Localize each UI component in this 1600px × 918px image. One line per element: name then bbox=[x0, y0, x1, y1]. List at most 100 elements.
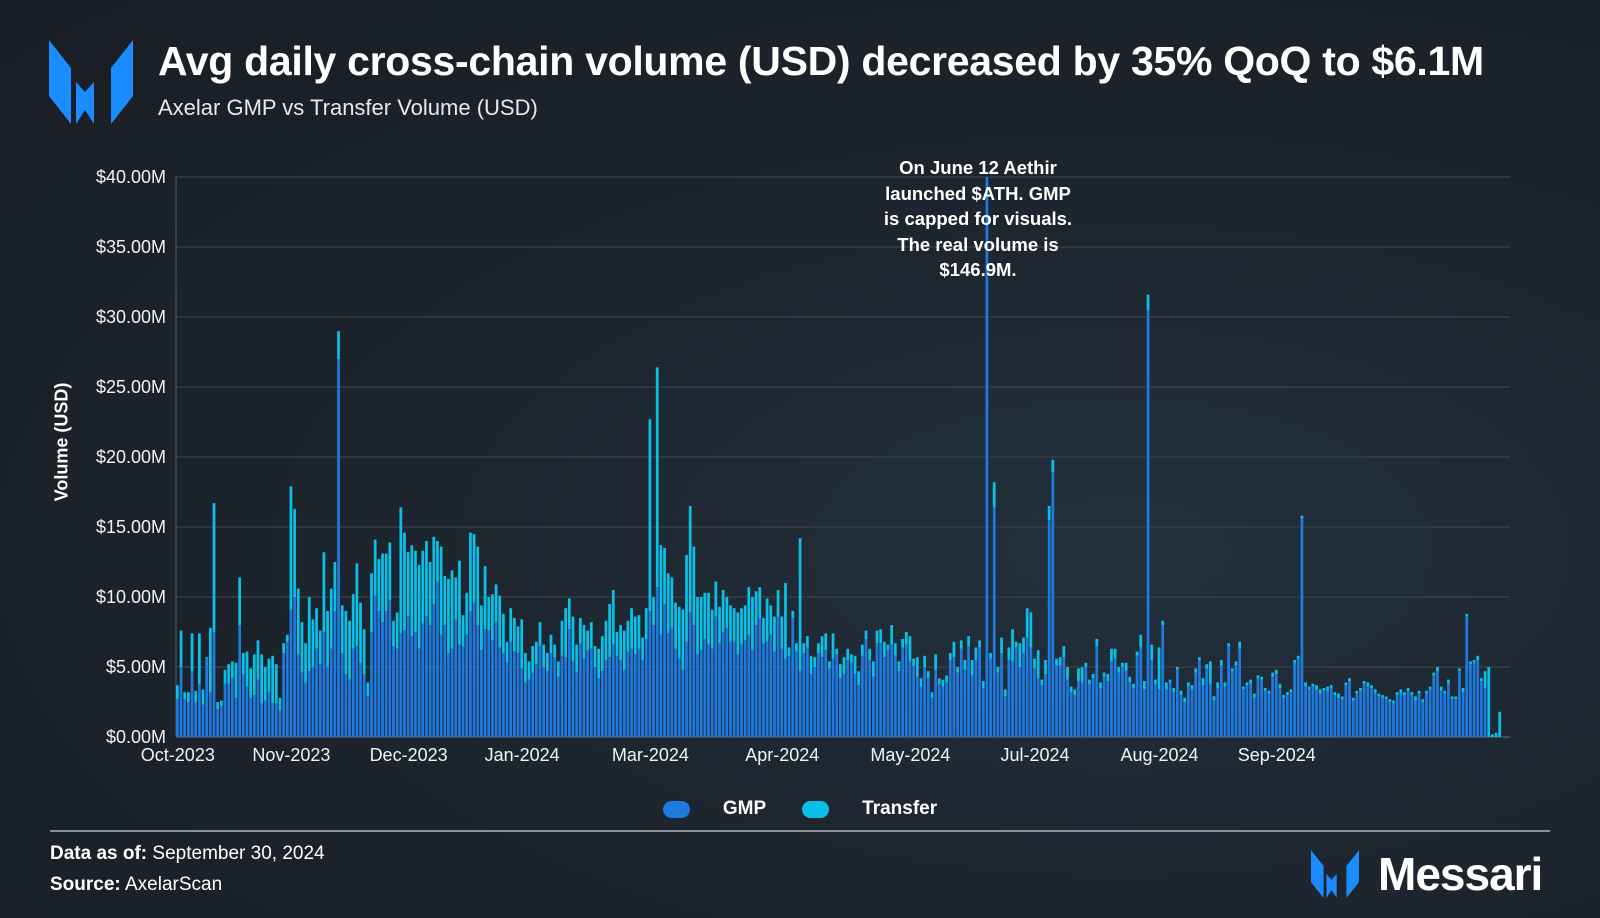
bar-gmp[interactable] bbox=[1073, 695, 1077, 737]
bar-transfer[interactable] bbox=[1014, 641, 1018, 648]
bar-transfer[interactable] bbox=[1135, 651, 1139, 656]
bar-transfer[interactable] bbox=[1000, 637, 1003, 653]
bar-transfer[interactable] bbox=[1179, 690, 1183, 695]
bar-transfer[interactable] bbox=[773, 616, 776, 652]
bar-transfer[interactable] bbox=[1348, 678, 1351, 681]
bar-transfer[interactable] bbox=[1223, 682, 1227, 687]
bar-transfer[interactable] bbox=[813, 657, 817, 667]
bar-gmp[interactable] bbox=[370, 632, 373, 737]
bar-transfer[interactable] bbox=[1143, 681, 1146, 690]
bar-transfer[interactable] bbox=[1351, 697, 1355, 701]
bar-gmp[interactable] bbox=[472, 602, 476, 737]
bar-gmp[interactable] bbox=[1322, 690, 1326, 737]
bar-gmp[interactable] bbox=[1062, 657, 1066, 737]
bar-transfer[interactable] bbox=[1315, 685, 1318, 690]
bar-transfer[interactable] bbox=[853, 655, 857, 674]
bar-gmp[interactable] bbox=[1000, 653, 1003, 737]
bar-gmp[interactable] bbox=[795, 651, 798, 737]
bar-gmp[interactable] bbox=[256, 679, 260, 737]
bar-transfer[interactable] bbox=[1186, 682, 1190, 687]
bar-gmp[interactable] bbox=[553, 657, 557, 737]
bar-gmp[interactable] bbox=[307, 671, 311, 737]
bar-transfer[interactable] bbox=[447, 578, 450, 653]
bar-gmp[interactable] bbox=[1476, 660, 1480, 737]
bar-gmp[interactable] bbox=[1417, 693, 1421, 737]
bar-gmp[interactable] bbox=[831, 658, 835, 737]
bar-transfer[interactable] bbox=[1285, 692, 1289, 695]
bar-gmp[interactable] bbox=[1190, 689, 1194, 737]
bar-transfer[interactable] bbox=[1274, 669, 1278, 674]
bar-transfer[interactable] bbox=[611, 590, 615, 645]
bar-transfer[interactable] bbox=[1069, 686, 1073, 693]
bar-transfer[interactable] bbox=[1033, 658, 1036, 669]
bar-transfer[interactable] bbox=[439, 546, 443, 635]
bar-transfer[interactable] bbox=[1051, 459, 1055, 473]
bar-gmp[interactable] bbox=[1326, 690, 1329, 737]
bar-gmp[interactable] bbox=[1252, 697, 1256, 737]
bar-transfer[interactable] bbox=[1366, 682, 1370, 687]
bar-transfer[interactable] bbox=[311, 619, 315, 667]
bar-transfer[interactable] bbox=[186, 692, 190, 702]
bar-transfer[interactable] bbox=[989, 653, 992, 659]
bar-gmp[interactable] bbox=[1421, 702, 1425, 737]
bar-transfer[interactable] bbox=[1249, 679, 1253, 684]
bar-gmp[interactable] bbox=[1282, 697, 1285, 737]
bar-transfer[interactable] bbox=[820, 636, 824, 658]
bar-transfer[interactable] bbox=[780, 616, 784, 649]
bar-gmp[interactable] bbox=[194, 702, 198, 737]
bar-gmp[interactable] bbox=[534, 664, 538, 737]
bar-gmp[interactable] bbox=[1406, 690, 1410, 737]
bar-transfer[interactable] bbox=[271, 655, 274, 704]
bar-transfer[interactable] bbox=[388, 542, 392, 600]
bar-gmp[interactable] bbox=[274, 703, 278, 737]
bar-transfer[interactable] bbox=[996, 667, 1000, 673]
bar-transfer[interactable] bbox=[472, 534, 476, 603]
bar-transfer[interactable] bbox=[384, 553, 388, 611]
bar-gmp[interactable] bbox=[923, 667, 927, 737]
bar-gmp[interactable] bbox=[751, 650, 754, 737]
bar-transfer[interactable] bbox=[758, 587, 762, 618]
bar-gmp[interactable] bbox=[978, 647, 981, 737]
bar-transfer[interactable] bbox=[1139, 634, 1143, 648]
bar-transfer[interactable] bbox=[1483, 671, 1487, 688]
bar-transfer[interactable] bbox=[527, 661, 531, 680]
bar-transfer[interactable] bbox=[399, 507, 403, 634]
bar-gmp[interactable] bbox=[1205, 668, 1209, 737]
bar-gmp[interactable] bbox=[1293, 662, 1296, 737]
bar-gmp[interactable] bbox=[1340, 699, 1344, 737]
bar-transfer[interactable] bbox=[571, 616, 575, 662]
bar-transfer[interactable] bbox=[333, 562, 337, 611]
bar-gmp[interactable] bbox=[1300, 518, 1304, 737]
bar-transfer[interactable] bbox=[1058, 657, 1062, 666]
bar-transfer[interactable] bbox=[842, 657, 846, 674]
bar-gmp[interactable] bbox=[893, 655, 897, 737]
bar-gmp[interactable] bbox=[329, 648, 333, 737]
bar-transfer[interactable] bbox=[1447, 679, 1450, 684]
bar-transfer[interactable] bbox=[908, 636, 912, 662]
bar-transfer[interactable] bbox=[370, 573, 373, 632]
bar-transfer[interactable] bbox=[1469, 661, 1472, 665]
bar-transfer[interactable] bbox=[230, 661, 234, 679]
bar-transfer[interactable] bbox=[1476, 655, 1480, 660]
bar-transfer[interactable] bbox=[1337, 693, 1340, 698]
bar-gmp[interactable] bbox=[776, 616, 780, 737]
bar-gmp[interactable] bbox=[556, 676, 560, 737]
bar-transfer[interactable] bbox=[362, 629, 366, 674]
bar-gmp[interactable] bbox=[399, 633, 403, 737]
bar-gmp[interactable] bbox=[480, 650, 483, 737]
bar-gmp[interactable] bbox=[271, 703, 274, 737]
bar-gmp[interactable] bbox=[1157, 689, 1161, 737]
bar-transfer[interactable] bbox=[1318, 689, 1322, 694]
bar-gmp[interactable] bbox=[1469, 664, 1472, 737]
bar-gmp[interactable] bbox=[509, 641, 513, 737]
bar-transfer[interactable] bbox=[179, 630, 183, 667]
bar-gmp[interactable] bbox=[919, 686, 923, 737]
bar-gmp[interactable] bbox=[1080, 682, 1084, 737]
bar-gmp[interactable] bbox=[765, 641, 769, 737]
bar-gmp[interactable] bbox=[849, 662, 853, 737]
bar-gmp[interactable] bbox=[1351, 700, 1355, 737]
bar-gmp[interactable] bbox=[1172, 692, 1176, 737]
bar-transfer[interactable] bbox=[1293, 660, 1296, 663]
bar-gmp[interactable] bbox=[630, 648, 633, 737]
bar-transfer[interactable] bbox=[1329, 685, 1333, 688]
